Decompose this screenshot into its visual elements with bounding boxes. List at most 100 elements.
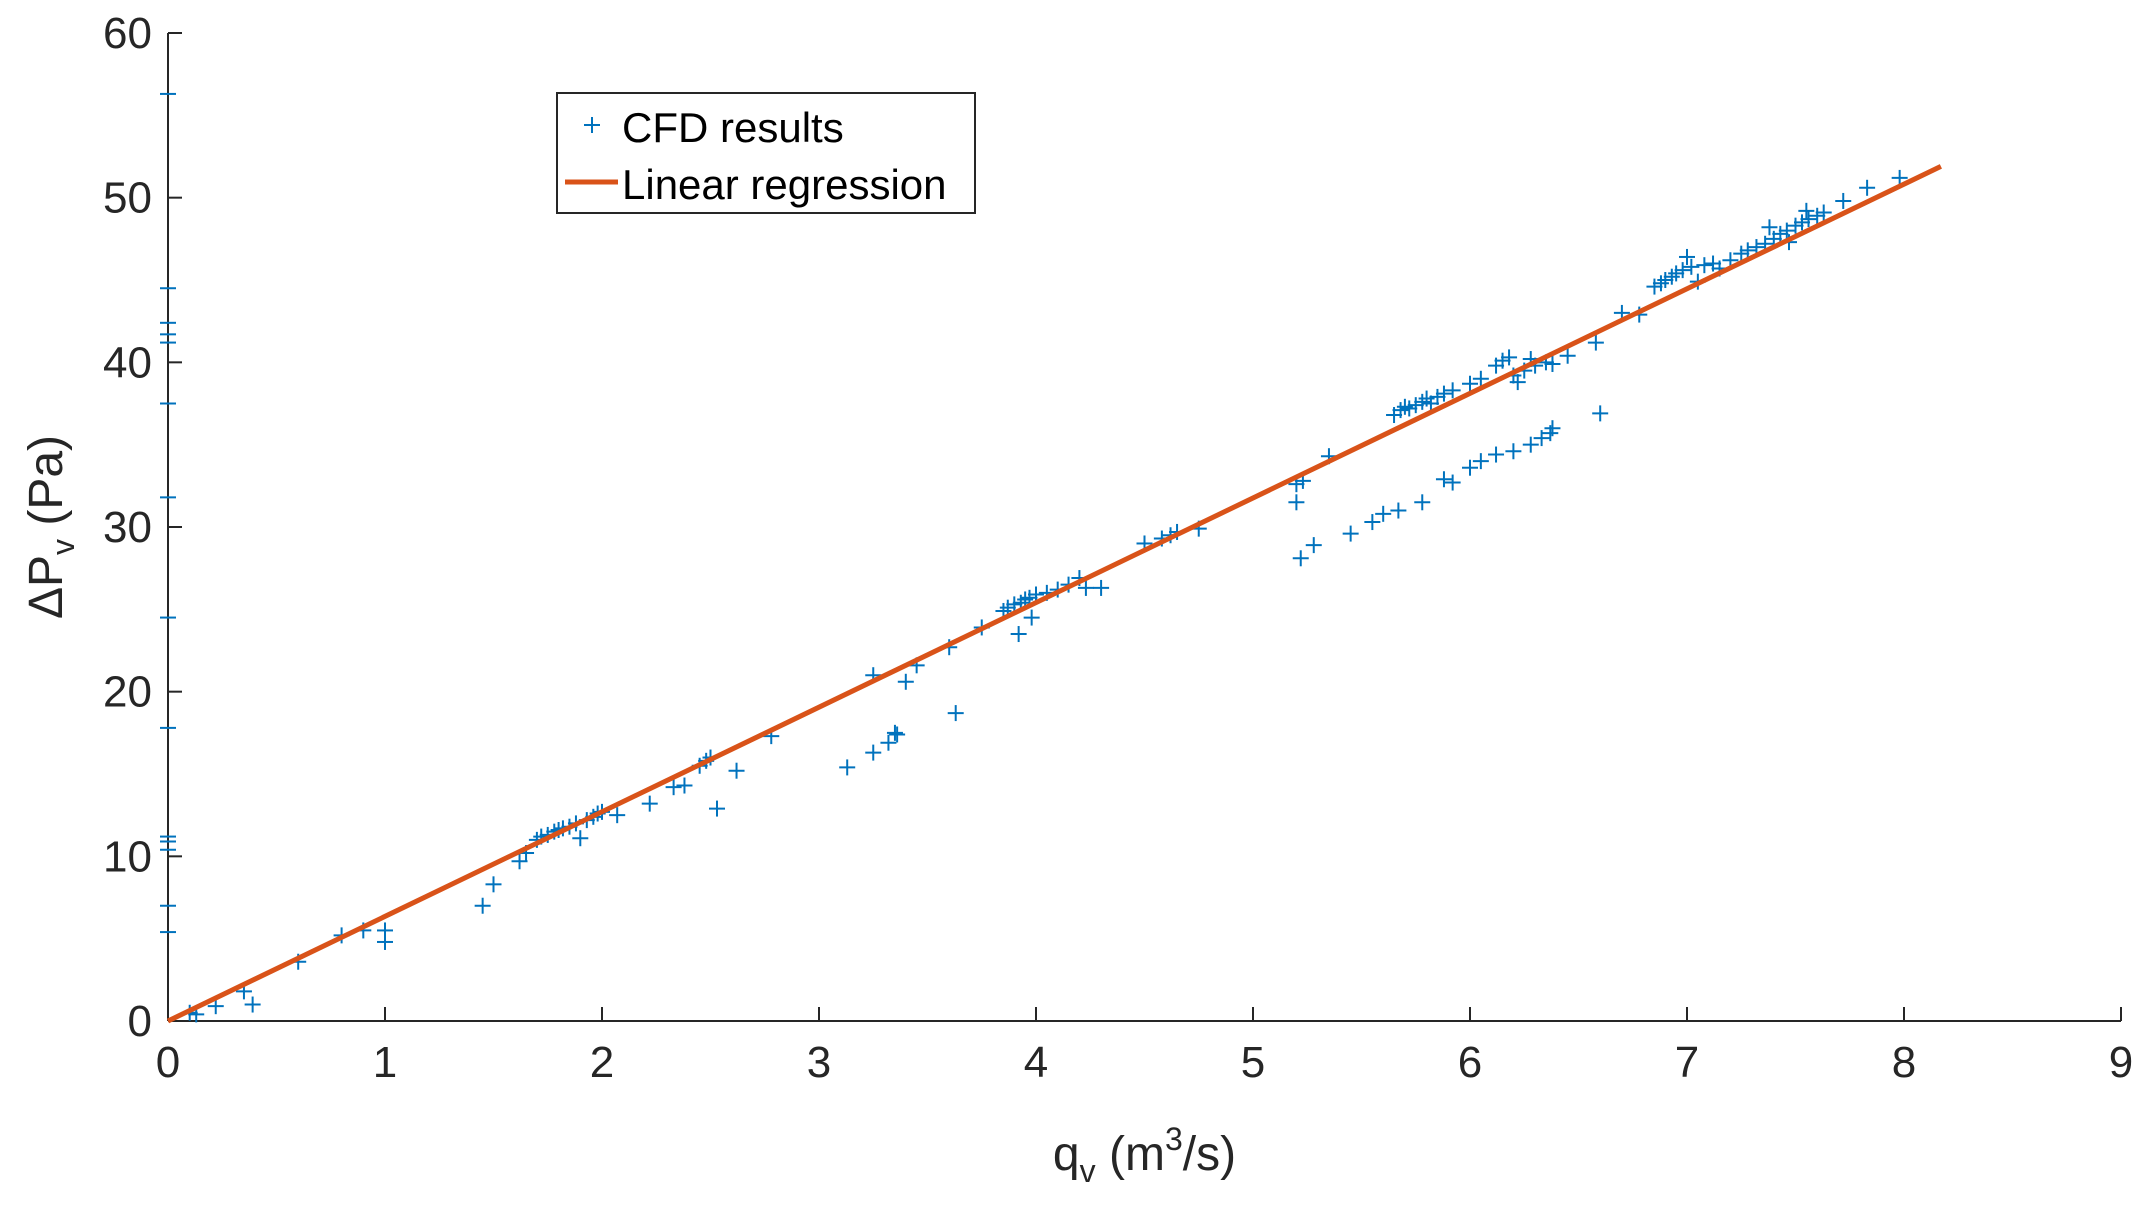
data-point: [1794, 214, 1811, 231]
data-point: [377, 933, 393, 950]
axes: [167, 33, 2121, 1022]
data-point: [1501, 349, 1518, 366]
data-point: [1006, 596, 1023, 613]
y-tick-label: 20: [103, 668, 152, 717]
x-tick-label: 5: [1241, 1038, 1265, 1087]
data-point: [1674, 262, 1691, 279]
x-tick-label: 4: [1024, 1038, 1048, 1087]
data-point: [1023, 609, 1040, 626]
x-tick: 8: [1892, 1007, 1916, 1087]
data-point: [1646, 278, 1663, 295]
y-tick: 60: [103, 9, 182, 58]
data-point: [1429, 388, 1446, 405]
data-point: [1472, 370, 1489, 387]
data-point: [207, 998, 224, 1015]
data-point: [1435, 471, 1452, 488]
data-point: [1522, 436, 1539, 453]
x-tick: 7: [1675, 1007, 1699, 1087]
data-point: [1533, 430, 1550, 447]
legend-label-regression: Linear regression: [622, 161, 947, 208]
data-point: [1798, 202, 1815, 219]
y-tick-label: 60: [103, 9, 152, 58]
data-point: [1422, 395, 1439, 412]
y-tick-label: 40: [103, 338, 152, 387]
data-point: [999, 599, 1016, 616]
data-point: [1772, 225, 1789, 242]
data-point: [1761, 219, 1778, 236]
data-point: [1077, 579, 1094, 596]
data-point: [839, 759, 856, 776]
data-point: [1787, 217, 1804, 234]
y-tick-label: 50: [103, 174, 152, 223]
y-tick-label: 0: [128, 997, 152, 1046]
data-point: [474, 897, 491, 914]
data-point: [511, 853, 528, 870]
data-point: [728, 762, 745, 779]
data-point: [485, 876, 502, 893]
data-point: [1364, 514, 1381, 531]
data-point: [1396, 398, 1413, 415]
data-point: [1462, 459, 1478, 476]
y-axis-edge-markers: [160, 92, 176, 934]
data-point: [1093, 579, 1110, 596]
data-point: [1414, 494, 1431, 511]
data-point: [886, 724, 903, 741]
data-point: [947, 705, 964, 722]
data-point: [709, 800, 726, 817]
regression-line: [166, 164, 1942, 1024]
data-point: [244, 996, 261, 1013]
data-point: [1683, 258, 1700, 275]
data-point: [1891, 169, 1908, 186]
legend: CFD results Linear regression: [556, 92, 976, 214]
data-point: [1679, 248, 1695, 265]
data-point: [1435, 385, 1452, 402]
data-point: [1668, 265, 1685, 282]
x-ticks: 0 1 2 3 4 5 6 7 8 9: [156, 1007, 2133, 1087]
data-point: [1800, 211, 1817, 228]
legend-label-cfd: CFD results: [622, 104, 844, 151]
x-tick-label: 8: [1892, 1038, 1916, 1087]
data-point: [1444, 382, 1461, 399]
x-tick: 4: [1024, 1007, 1048, 1087]
data-point: [676, 777, 693, 794]
data-point: [1010, 626, 1027, 643]
cfd-results-series: [181, 169, 1908, 1023]
data-point: [1375, 505, 1392, 522]
x-tick-label: 0: [156, 1038, 180, 1087]
x-tick-label: 7: [1675, 1038, 1699, 1087]
data-point: [1733, 245, 1750, 262]
data-point: [1859, 179, 1876, 196]
legend-box: [556, 92, 976, 214]
data-point: [1488, 446, 1505, 463]
data-point: [1778, 222, 1795, 239]
data-point: [1444, 474, 1461, 491]
data-point: [1472, 453, 1489, 470]
data-point: [1587, 334, 1604, 351]
data-point: [1739, 242, 1756, 259]
x-tick-label: 1: [373, 1038, 397, 1087]
data-point: [1544, 355, 1561, 372]
y-tick: 10: [103, 832, 182, 881]
y-tick: 0: [128, 997, 182, 1046]
x-axis-title: qv (m3/s): [1053, 1121, 1236, 1189]
data-point: [572, 830, 589, 847]
data-point: [1509, 374, 1526, 391]
x-tick: 1: [373, 1007, 397, 1087]
y-axis-title: ΔPv (Pa): [20, 435, 81, 619]
x-tick-label: 9: [2109, 1038, 2133, 1087]
data-point: [1288, 494, 1305, 511]
x-tick-label: 6: [1458, 1038, 1482, 1087]
y-tick: 20: [103, 668, 182, 717]
y-tick: 50: [103, 174, 182, 223]
data-point: [609, 807, 626, 824]
legend-marker-cfd: [584, 117, 600, 133]
data-point: [1544, 420, 1561, 437]
y-ticks: 0 10 20 30 40 50 60: [103, 9, 182, 1046]
data-point: [1559, 347, 1576, 364]
data-point: [641, 795, 658, 812]
data-point: [665, 779, 682, 796]
x-tick: 0: [156, 1007, 180, 1087]
x-tick: 9: [2109, 1007, 2133, 1087]
data-point: [1342, 525, 1359, 542]
